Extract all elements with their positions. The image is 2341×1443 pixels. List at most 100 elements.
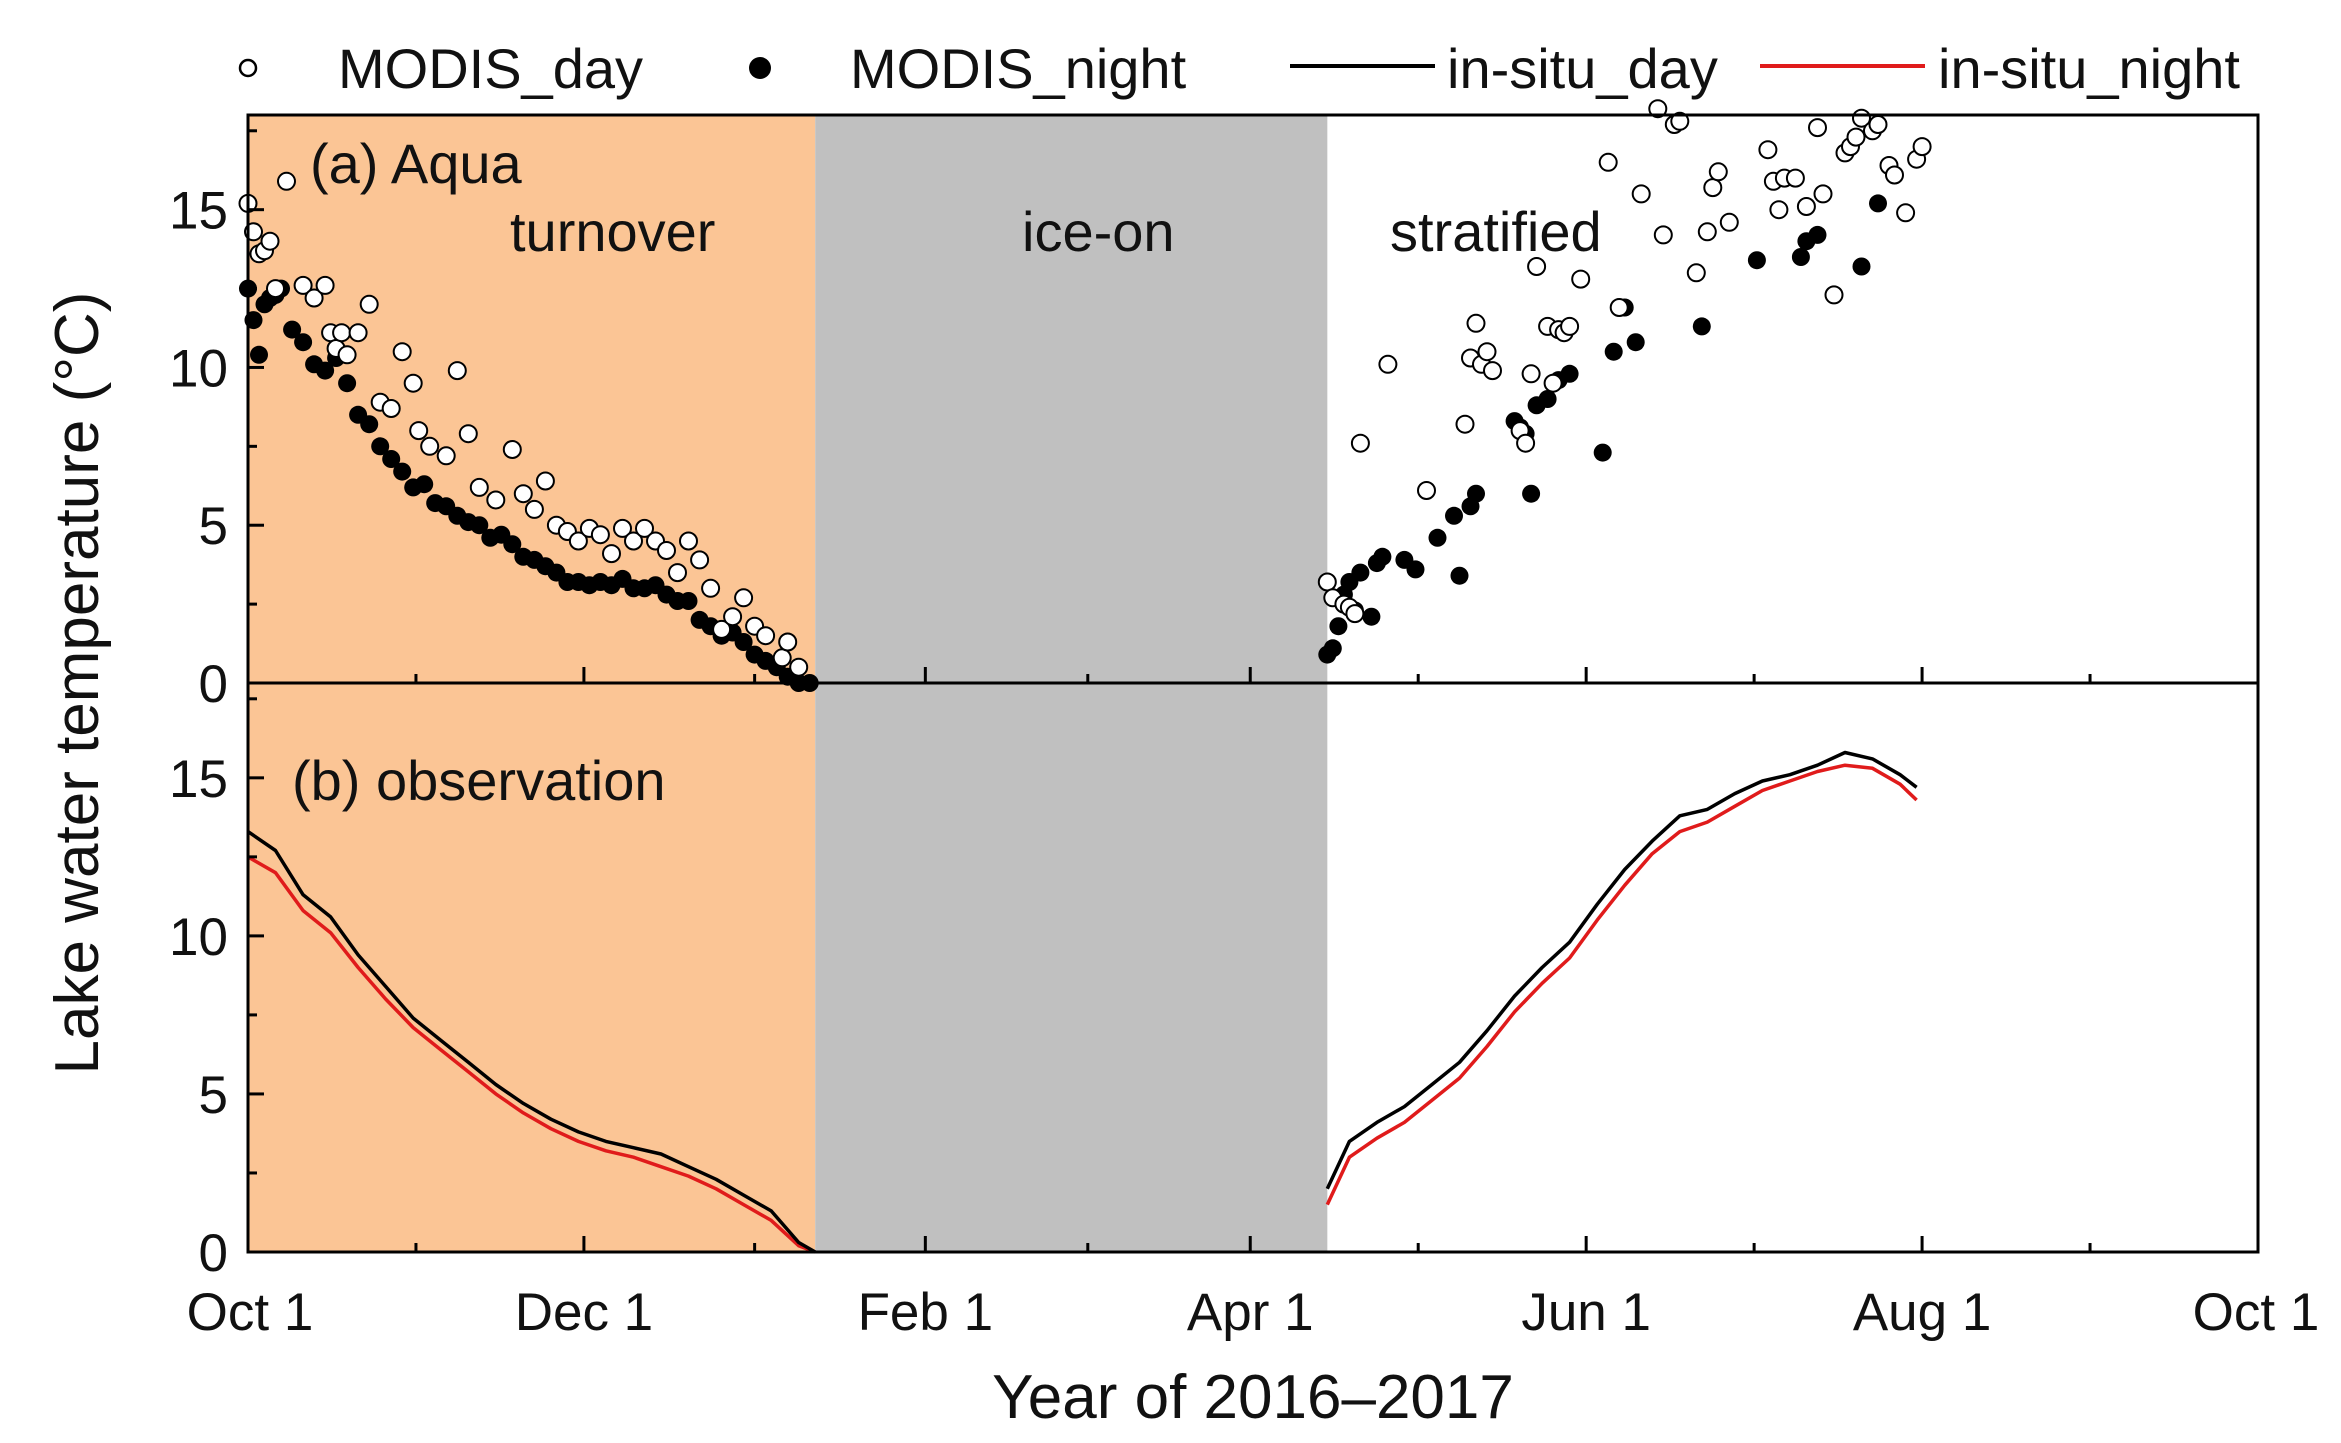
modis-day-point xyxy=(1653,225,1673,245)
modis-day-point xyxy=(1697,222,1717,242)
modis-day-point xyxy=(1686,263,1706,283)
modis-day-point xyxy=(1796,197,1816,216)
modis-night-point xyxy=(1467,484,1485,503)
modis-night-point xyxy=(371,437,390,456)
modis-night-point xyxy=(679,592,698,610)
modis-night-point xyxy=(283,320,302,339)
x-tick-label: Feb 1 xyxy=(858,1283,994,1342)
modis-day-point xyxy=(1785,168,1805,188)
modis-day-point xyxy=(602,544,621,564)
modis-day-point xyxy=(304,288,324,308)
modis-day-point xyxy=(1912,137,1932,157)
modis-day-point xyxy=(1521,364,1541,384)
modis-night-point xyxy=(1450,566,1469,585)
modis-night-point xyxy=(1428,528,1447,547)
modis-day-point xyxy=(1708,162,1728,182)
modis-day-point xyxy=(315,275,335,295)
legend-marker-modis-day xyxy=(238,58,258,78)
modis-night-point xyxy=(1323,639,1342,658)
modis-day-point xyxy=(1896,203,1916,223)
modis-night-point xyxy=(415,475,434,494)
panel-b-label: (b) observation xyxy=(292,749,666,812)
modis-night-point xyxy=(1329,617,1348,636)
modis-day-point xyxy=(635,518,654,538)
legend-label-insitu-night: in-situ_night xyxy=(1938,37,2240,100)
modis-night-point xyxy=(1747,251,1766,270)
modis-night-point xyxy=(393,462,412,481)
modis-day-point xyxy=(293,275,313,295)
modis-day-point xyxy=(657,541,676,560)
modis-night-point xyxy=(1445,506,1463,525)
modis-day-point xyxy=(624,531,643,551)
modis-night-point xyxy=(250,345,268,364)
modis-day-point xyxy=(1885,165,1904,185)
modis-night-point xyxy=(1406,560,1425,579)
modis-day-point xyxy=(1824,285,1844,305)
modis-day-point xyxy=(513,484,533,504)
y-axis-title: Lake water temperature (°C) xyxy=(43,292,112,1075)
modis-day-point xyxy=(348,323,368,343)
modis-day-point xyxy=(359,294,379,314)
insitu-day-line xyxy=(1325,750,1918,1190)
modis-night-point xyxy=(360,415,379,434)
modis-day-point xyxy=(260,231,280,251)
y-tick-label-a: 5 xyxy=(199,497,228,556)
modis-day-point xyxy=(458,424,478,444)
modis-day-point xyxy=(1417,481,1436,500)
period-label-ice-on: ice-on xyxy=(1022,200,1175,263)
modis-night-point xyxy=(1604,342,1623,361)
modis-day-point xyxy=(337,345,357,365)
y-tick-label-b: 10 xyxy=(169,908,228,967)
modis-day-point xyxy=(1378,354,1398,374)
modis-day-point xyxy=(1477,342,1497,362)
modis-night-point xyxy=(1808,225,1827,244)
modis-day-point xyxy=(701,578,721,598)
insitu-night-line xyxy=(247,855,816,1254)
modis-day-point xyxy=(1483,361,1502,381)
y-tick-label-b: 5 xyxy=(199,1066,228,1125)
panel-b-marks xyxy=(247,750,1918,1254)
legend: MODIS_day MODIS_night in-situ_day in-sit… xyxy=(238,37,2240,100)
modis-day-point xyxy=(403,373,423,393)
modis-day-point xyxy=(502,440,522,459)
modis-day-point xyxy=(568,531,588,551)
modis-day-point xyxy=(266,279,285,299)
modis-night-point xyxy=(316,361,335,380)
modis-night-point xyxy=(503,535,522,554)
x-tick-label: Apr 1 xyxy=(1187,1283,1314,1342)
y-tick-label-a: 15 xyxy=(169,182,228,241)
modis-day-point xyxy=(535,471,555,491)
modis-day-point xyxy=(1846,127,1866,147)
legend-marker-modis-night xyxy=(749,57,771,79)
modis-day-point xyxy=(1813,184,1833,204)
modis-day-point xyxy=(469,477,489,497)
x-tick-label: Dec 1 xyxy=(515,1283,653,1342)
modis-night-point xyxy=(338,374,357,393)
modis-night-point xyxy=(1593,443,1612,462)
y-tick-label-a: 10 xyxy=(169,339,228,398)
legend-label-insitu-day: in-situ_day xyxy=(1447,37,1718,100)
modis-day-point xyxy=(277,171,296,191)
modis-day-point xyxy=(590,525,610,545)
axis-ticks: Oct 1 Dec 1 Feb 1 Apr 1 Jun 1 Aug 1 Oct 105101… xyxy=(169,129,2319,1342)
period-label-stratified: stratified xyxy=(1390,200,1602,263)
modis-day-point xyxy=(409,421,429,441)
modis-day-point xyxy=(1758,140,1778,160)
modis-day-point xyxy=(436,446,456,466)
modis-night-point xyxy=(1869,194,1887,213)
y-tick-label-b: 15 xyxy=(169,750,228,809)
modis-night-point xyxy=(1362,607,1381,626)
modis-day-point xyxy=(712,619,732,639)
modis-night-point xyxy=(294,333,313,352)
modis-day-point xyxy=(734,588,754,608)
modis-day-point xyxy=(332,323,352,343)
modis-day-point xyxy=(1543,373,1563,393)
panel-a-marks xyxy=(238,99,1932,692)
modis-day-point xyxy=(1808,118,1827,138)
x-tick-label: Aug 1 xyxy=(1853,1283,1992,1342)
y-tick-label-b: 0 xyxy=(199,1224,228,1283)
modis-day-point xyxy=(613,518,632,538)
insitu-day-line xyxy=(247,830,817,1254)
modis-day-point xyxy=(690,550,710,570)
modis-day-point xyxy=(1868,115,1888,134)
